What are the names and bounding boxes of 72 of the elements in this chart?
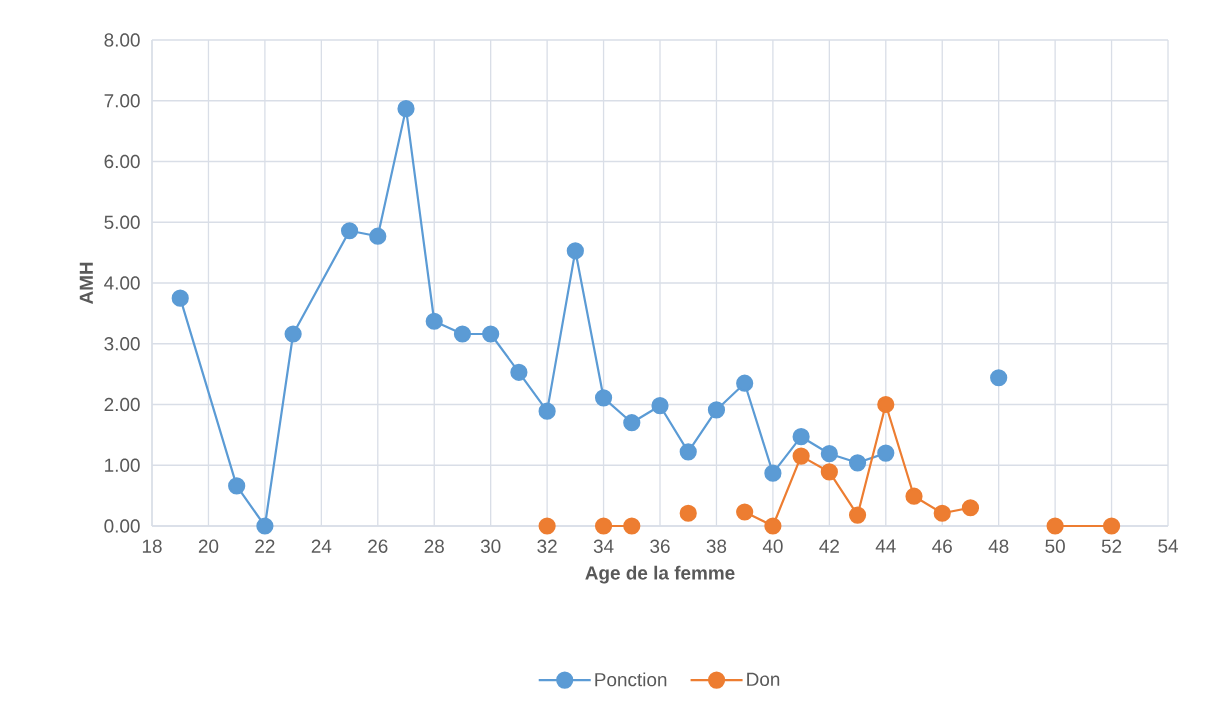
point: [171, 289, 189, 307]
x-tick-label: 26: [368, 539, 388, 553]
y-tick-label: 1.00: [105, 458, 140, 472]
point: [284, 325, 302, 343]
point: [594, 389, 613, 407]
point: [651, 397, 669, 415]
x-tick-label: 52: [1101, 539, 1122, 553]
x-tick-label: 34: [593, 539, 614, 553]
point: [256, 517, 274, 535]
x-tick-label: 22: [255, 539, 275, 553]
point: [736, 503, 754, 521]
x-tick-label: 46: [932, 539, 952, 553]
y-tick-label: 3.00: [104, 337, 140, 351]
x-tick-label: 40: [762, 539, 783, 553]
point: [623, 414, 641, 432]
x-tick-label: 44: [875, 539, 896, 553]
point: [820, 445, 838, 463]
point: [425, 312, 443, 330]
x-tick-label: 36: [650, 539, 670, 553]
point: [397, 100, 415, 118]
y-tick-label: 0.00: [104, 519, 140, 533]
point: [848, 454, 867, 472]
y-tick-label: 2.00: [104, 397, 140, 412]
point: [961, 499, 980, 517]
point: [623, 517, 641, 535]
point: [453, 325, 472, 343]
point: [792, 447, 810, 465]
point: [764, 464, 782, 482]
point: [369, 227, 387, 245]
y-tick-label: 5.00: [104, 215, 140, 229]
point: [792, 428, 810, 446]
point: [594, 517, 613, 535]
x-tick-label: 18: [142, 539, 162, 553]
point: [538, 402, 556, 420]
point: [877, 444, 895, 462]
y-tick-label: 6.00: [104, 154, 140, 169]
point: [848, 506, 867, 524]
x-tick-label: 30: [480, 539, 501, 553]
point: [1102, 517, 1121, 535]
x-tick-label: 38: [706, 539, 727, 553]
x-tick-label: 20: [198, 539, 219, 553]
point: [510, 363, 528, 381]
y-tick-label: 8.00: [104, 33, 140, 47]
legend-label: Ponction: [595, 672, 667, 687]
x-tick-label: 32: [537, 539, 557, 553]
y-tick-label: 4.00: [104, 276, 140, 290]
x-tick-label: 28: [424, 539, 444, 553]
x-tick-label: 48: [988, 539, 1009, 553]
point: [905, 487, 923, 505]
point: [228, 477, 246, 495]
x-tick-label: 50: [1045, 539, 1065, 553]
legend-label: Don: [747, 672, 780, 686]
point: [679, 504, 697, 522]
point: [1046, 517, 1064, 535]
point: [482, 325, 500, 343]
point: [736, 374, 754, 392]
point: [566, 242, 584, 260]
point: [933, 504, 951, 522]
point: [764, 517, 782, 535]
x-tick-label: 42: [819, 539, 839, 553]
y-axis-title: AMH: [79, 262, 93, 305]
point: [679, 443, 697, 461]
point: [538, 517, 556, 535]
point: [820, 463, 838, 481]
y-tick-label: 7.00: [104, 94, 140, 108]
point: [990, 369, 1008, 387]
x-tick-label: 54: [1158, 539, 1178, 553]
x-axis-title: Age de la femme: [585, 565, 735, 584]
point: [340, 222, 359, 240]
point: [707, 401, 726, 419]
x-tick-label: 24: [311, 539, 332, 553]
point: [877, 395, 895, 414]
